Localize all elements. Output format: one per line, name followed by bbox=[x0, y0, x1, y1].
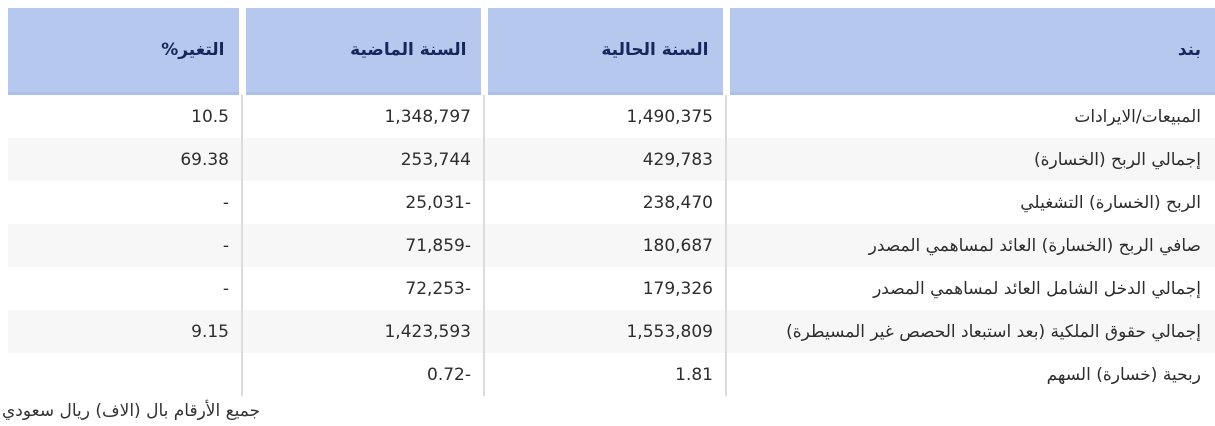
table-row: المبيعات/الايرادات 1,490,375 1,348,797 1… bbox=[8, 93, 1215, 138]
table-row: إجمالي حقوق الملكية (بعد استبعاد الحصص غ… bbox=[8, 310, 1215, 353]
cell-item: إجمالي الدخل الشامل العائد لمساهمي المصد… bbox=[725, 267, 1215, 310]
table-row: الربح (الخسارة) التشغيلي 238,470 -25,031… bbox=[8, 181, 1215, 224]
cell-change-pct: 10.5 bbox=[8, 93, 242, 138]
cell-current-year: 1,490,375 bbox=[483, 93, 726, 138]
cell-change-pct: 69.38 bbox=[8, 138, 242, 181]
cell-previous-year: -71,859 bbox=[241, 224, 484, 267]
table-row: ربحية (خسارة) السهم 1.81 -0.72 bbox=[8, 353, 1215, 396]
cell-current-year: 1.81 bbox=[483, 353, 726, 396]
cell-previous-year: -25,031 bbox=[241, 181, 484, 224]
cell-current-year: 1,553,809 bbox=[483, 310, 726, 353]
column-header-previous-year: السنة الماضية bbox=[238, 8, 484, 95]
table-row: إجمالي الدخل الشامل العائد لمساهمي المصد… bbox=[8, 267, 1215, 310]
cell-item: ربحية (خسارة) السهم bbox=[725, 353, 1215, 396]
cell-change-pct: 9.15 bbox=[8, 310, 242, 353]
column-header-current-year: السنة الحالية bbox=[480, 8, 726, 95]
cell-current-year: 179,326 bbox=[483, 267, 726, 310]
financial-summary-page: بند السنة الحالية السنة الماضية التغير% … bbox=[8, 8, 1215, 396]
cell-previous-year: 1,348,797 bbox=[241, 93, 484, 138]
column-header-item: بند bbox=[722, 8, 1215, 95]
cell-change-pct bbox=[8, 353, 242, 396]
cell-item: إجمالي الربح (الخسارة) bbox=[725, 138, 1215, 181]
cell-previous-year: 253,744 bbox=[241, 138, 484, 181]
cell-item: صافي الربح (الخسارة) العائد لمساهمي المص… bbox=[725, 224, 1215, 267]
financials-table: بند السنة الحالية السنة الماضية التغير% … bbox=[8, 8, 1215, 396]
cell-change-pct: - bbox=[8, 224, 242, 267]
cell-current-year: 238,470 bbox=[483, 181, 726, 224]
footnote: جميع الأرقام بال (الاف) ريال سعودي bbox=[0, 401, 1215, 426]
cell-item: إجمالي حقوق الملكية (بعد استبعاد الحصص غ… bbox=[725, 310, 1215, 353]
cell-change-pct: - bbox=[8, 267, 242, 310]
column-header-change-pct: التغير% bbox=[8, 8, 242, 95]
cell-item: الربح (الخسارة) التشغيلي bbox=[725, 181, 1215, 224]
table-header: بند السنة الحالية السنة الماضية التغير% bbox=[8, 8, 1215, 95]
header-row: بند السنة الحالية السنة الماضية التغير% bbox=[8, 8, 1215, 95]
cell-previous-year: -72,253 bbox=[241, 267, 484, 310]
table-row: صافي الربح (الخسارة) العائد لمساهمي المص… bbox=[8, 224, 1215, 267]
cell-previous-year: 1,423,593 bbox=[241, 310, 484, 353]
cell-current-year: 180,687 bbox=[483, 224, 726, 267]
cell-item: المبيعات/الايرادات bbox=[725, 93, 1215, 138]
table-row: إجمالي الربح (الخسارة) 429,783 253,744 6… bbox=[8, 138, 1215, 181]
cell-change-pct: - bbox=[8, 181, 242, 224]
cell-previous-year: -0.72 bbox=[241, 353, 484, 396]
cell-current-year: 429,783 bbox=[483, 138, 726, 181]
